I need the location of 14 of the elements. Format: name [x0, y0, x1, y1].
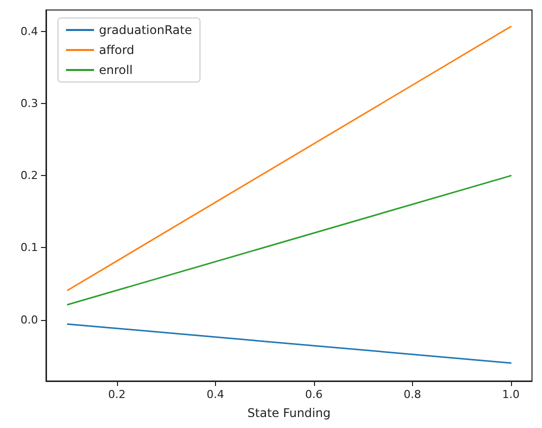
- x-tick-label: 0.8: [404, 388, 422, 401]
- legend-label: afford: [99, 43, 134, 57]
- y-tick-label: 0.1: [20, 241, 38, 254]
- legend-label: graduationRate: [99, 23, 192, 37]
- x-tick-label: 0.2: [108, 388, 126, 401]
- x-tick-label: 0.4: [206, 388, 224, 401]
- legend-label: enroll: [99, 63, 133, 77]
- y-tick-label: 0.2: [20, 169, 38, 182]
- y-tick-label: 0.4: [20, 25, 38, 38]
- y-tick-label: 0.0: [20, 313, 38, 326]
- x-tick-label: 1.0: [502, 388, 520, 401]
- y-tick-label: 0.3: [20, 97, 38, 110]
- x-tick-label: 0.6: [305, 388, 323, 401]
- x-axis-title: State Funding: [247, 406, 331, 420]
